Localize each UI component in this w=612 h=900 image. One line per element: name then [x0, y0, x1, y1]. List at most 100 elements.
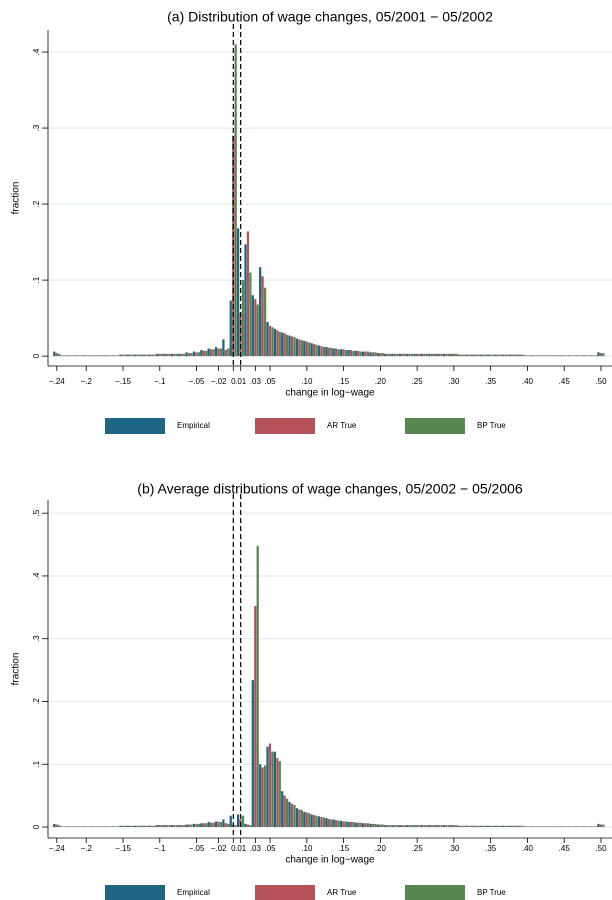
bar [249, 272, 252, 357]
bar [553, 355, 556, 357]
bar [102, 826, 105, 828]
bar [526, 355, 529, 357]
bar [121, 354, 125, 357]
bar [396, 353, 399, 357]
bar [271, 751, 274, 828]
bar [82, 826, 85, 828]
bar [558, 826, 561, 828]
bar [151, 825, 154, 828]
bar [518, 354, 522, 357]
x-tick-label: −.2 [81, 377, 93, 386]
bar [151, 354, 154, 357]
x-tick-label: 0 [231, 844, 236, 853]
x-tick-label: −.1 [154, 377, 166, 386]
bar [126, 825, 129, 828]
bar [332, 819, 335, 828]
bar [484, 825, 487, 828]
bar [467, 825, 470, 828]
bar [67, 355, 71, 357]
bar [594, 355, 598, 357]
bar [540, 826, 544, 828]
bar [565, 826, 568, 828]
x-tick-label: .15 [338, 377, 350, 386]
bar [366, 823, 370, 828]
bar [445, 353, 448, 357]
bar [442, 825, 446, 828]
bar [124, 825, 127, 828]
x-tick-label: .40 [522, 377, 534, 386]
bar [214, 821, 218, 828]
bar [464, 354, 468, 357]
bar [506, 825, 509, 828]
bar [327, 347, 330, 357]
bar [442, 353, 446, 357]
bar [310, 814, 313, 828]
bar [146, 825, 149, 828]
bar [509, 825, 512, 828]
x-tick-label: 0 [231, 377, 236, 386]
bar [99, 826, 102, 828]
bar [403, 825, 406, 828]
bar [567, 355, 571, 357]
bar [227, 348, 230, 357]
bar [224, 350, 227, 357]
bar [335, 820, 338, 828]
bar [526, 826, 529, 828]
bar [376, 353, 379, 357]
bar [386, 353, 389, 357]
bar [479, 825, 482, 828]
bar [320, 816, 323, 828]
bar [437, 825, 441, 828]
bar [357, 350, 360, 357]
bar [445, 825, 448, 828]
x-tick-label: .45 [559, 377, 571, 386]
y-tick-label: .3 [32, 124, 41, 131]
bar [447, 353, 451, 357]
bar [374, 823, 377, 828]
bar [570, 826, 573, 828]
bar [207, 821, 210, 828]
bar [77, 826, 80, 828]
bar [138, 354, 142, 357]
bar [187, 824, 191, 828]
x-axis-label: change in log−wage [285, 855, 375, 866]
x-tick-label: .50 [595, 377, 607, 386]
bar [460, 354, 463, 357]
bar [499, 354, 502, 357]
x-tick-label: .30 [448, 844, 460, 853]
bar [271, 327, 274, 357]
legend-swatch [105, 418, 165, 434]
bar [543, 826, 546, 828]
x-tick-label: .15 [338, 844, 350, 853]
bar [585, 355, 588, 357]
bar [325, 818, 328, 828]
y-tick-label: .2 [32, 200, 41, 207]
bar [455, 353, 458, 357]
bar [415, 353, 419, 357]
bar [148, 825, 151, 828]
bar [136, 354, 139, 357]
bar [227, 823, 230, 828]
bar [77, 355, 80, 357]
y-tick-label: .3 [32, 635, 41, 642]
bar [398, 353, 402, 357]
bar [474, 354, 477, 357]
bar [415, 825, 419, 828]
bar [567, 826, 571, 828]
bar [558, 355, 561, 357]
bar [308, 813, 311, 828]
bar [580, 355, 583, 357]
bar [53, 351, 56, 357]
bar [195, 352, 198, 357]
bar [366, 351, 370, 357]
bar [420, 353, 424, 357]
bar [469, 354, 473, 357]
bar [263, 287, 267, 357]
bar [222, 339, 225, 357]
bar [384, 825, 387, 828]
bar [393, 353, 397, 357]
bar [347, 821, 350, 828]
bar [450, 353, 453, 357]
bar [97, 826, 100, 828]
x-tick-label: −.15 [115, 377, 131, 386]
